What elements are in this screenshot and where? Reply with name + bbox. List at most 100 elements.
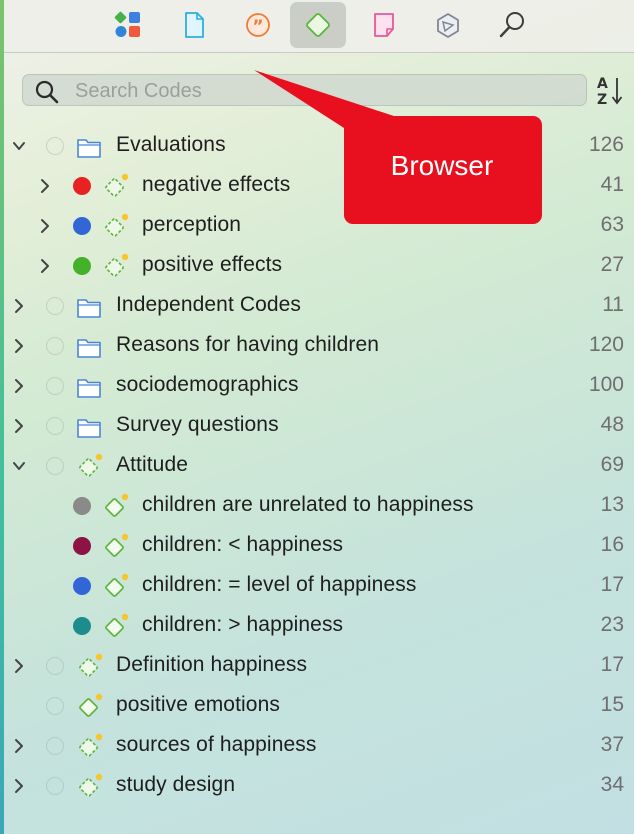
- color-dot: [46, 697, 64, 715]
- folder-icon: [77, 299, 101, 318]
- tree-row[interactable]: Independent Codes 11: [0, 286, 634, 326]
- tree-row-count: 17: [600, 573, 624, 596]
- folder-icon: [77, 419, 101, 438]
- color-dot: [46, 297, 64, 315]
- tree-row-label: Definition happiness: [116, 653, 308, 676]
- chevron-right-icon[interactable]: [38, 258, 52, 274]
- tree-row[interactable]: Evaluations 126: [0, 126, 634, 166]
- tree-row[interactable]: Definition happiness 17: [0, 646, 634, 686]
- tree-row-label: children are unrelated to happiness: [142, 493, 474, 516]
- chevron-right-icon[interactable]: [12, 418, 26, 434]
- tree-row[interactable]: children: = level of happiness 17: [0, 566, 634, 606]
- tree-row-count: 13: [600, 493, 624, 516]
- svg-text:Z: Z: [597, 92, 607, 107]
- chevron-right-icon[interactable]: [12, 778, 26, 794]
- color-dot: [46, 457, 64, 475]
- tree-row-label: positive emotions: [116, 693, 280, 716]
- tree-row-label: study design: [116, 773, 236, 796]
- tree-row[interactable]: children: > happiness 23: [0, 606, 634, 646]
- tree-row[interactable]: perception 63: [0, 206, 634, 246]
- tree-row-count: 41: [600, 173, 624, 196]
- window-edge: [0, 0, 4, 834]
- tree-row[interactable]: positive emotions 15: [0, 686, 634, 726]
- tree-row-count: 27: [600, 253, 624, 276]
- tree-row-count: 120: [588, 333, 624, 356]
- toolbar: ”: [4, 0, 634, 53]
- tree-row-count: 11: [602, 293, 624, 316]
- tree-row-count: 17: [600, 653, 624, 676]
- tree-row-count: 16: [600, 533, 624, 556]
- code-group-icon: [79, 653, 103, 677]
- quote-icon: ”: [246, 13, 270, 37]
- tree-row[interactable]: Survey questions 48: [0, 406, 634, 446]
- tree-row-label: negative effects: [142, 173, 291, 196]
- color-dot: [73, 497, 91, 515]
- tree-row[interactable]: sociodemographics 100: [0, 366, 634, 406]
- code-group-icon: [105, 253, 129, 277]
- sort-az-icon: A Z: [597, 76, 623, 108]
- chevron-right-icon[interactable]: [12, 738, 26, 754]
- chevron-right-icon[interactable]: [12, 298, 26, 314]
- chevron-right-icon[interactable]: [12, 338, 26, 354]
- tree-row-count: 100: [588, 373, 624, 396]
- chevron-right-icon[interactable]: [12, 658, 26, 674]
- networks-button[interactable]: [420, 2, 476, 48]
- memos-button[interactable]: [356, 2, 412, 48]
- color-dot: [46, 777, 64, 795]
- color-dot: [73, 537, 91, 555]
- color-dot: [46, 137, 64, 155]
- color-dot: [46, 337, 64, 355]
- chevron-down-icon[interactable]: [12, 458, 26, 474]
- chevron-right-icon[interactable]: [12, 378, 26, 394]
- apps-button[interactable]: [100, 2, 156, 48]
- color-dot: [73, 217, 91, 235]
- tree-row-count: 48: [600, 413, 624, 436]
- network-icon: [437, 13, 459, 38]
- chevron-down-icon[interactable]: [12, 138, 26, 154]
- code-group-icon: [105, 173, 129, 197]
- documents-button[interactable]: [166, 2, 222, 48]
- tree-row-label: Reasons for having children: [116, 333, 380, 356]
- tree-row-count: 23: [600, 613, 624, 636]
- search-button[interactable]: [484, 2, 540, 48]
- tree-row-label: Independent Codes: [116, 293, 302, 316]
- color-dot: [46, 377, 64, 395]
- tree-row-label: Survey questions: [116, 413, 279, 436]
- tree-row[interactable]: children: < happiness 16: [0, 526, 634, 566]
- quotations-button[interactable]: ”: [230, 2, 286, 48]
- color-dot: [46, 737, 64, 755]
- tree-row-count: 69: [600, 453, 624, 476]
- sort-button[interactable]: A Z: [596, 73, 626, 108]
- code-group-icon: [79, 453, 103, 477]
- code-group-icon: [79, 733, 103, 757]
- apps-icon: [114, 11, 140, 37]
- tree-row[interactable]: study design 34: [0, 766, 634, 806]
- chevron-right-icon[interactable]: [38, 178, 52, 194]
- tree-row-count: 37: [600, 733, 624, 756]
- tree-row[interactable]: sources of happiness 37: [0, 726, 634, 766]
- tree-row-label: sources of happiness: [116, 733, 317, 756]
- tree-row-label: children: > happiness: [142, 613, 344, 636]
- tree-row-label: positive effects: [142, 253, 283, 276]
- codes-button[interactable]: [290, 2, 346, 48]
- tree-row[interactable]: negative effects 41: [0, 166, 634, 206]
- tree-row[interactable]: positive effects 27: [0, 246, 634, 286]
- chevron-right-icon[interactable]: [38, 218, 52, 234]
- color-dot: [73, 617, 91, 635]
- tree-row-label: sociodemographics: [116, 373, 299, 396]
- code-icon: [105, 613, 129, 637]
- tree-row[interactable]: children are unrelated to happiness 13: [0, 486, 634, 526]
- tree-row-label: Evaluations: [116, 133, 226, 156]
- tree-row-label: perception: [142, 213, 242, 236]
- memo-icon: [374, 13, 394, 37]
- code-group-icon: [105, 213, 129, 237]
- tree-row[interactable]: Attitude 69: [0, 446, 634, 486]
- tree-row-count: 34: [600, 773, 624, 796]
- code-group-icon: [79, 773, 103, 797]
- tree-row-label: Attitude: [116, 453, 189, 476]
- code-icon: [105, 573, 129, 597]
- tree-row[interactable]: Reasons for having children 120: [0, 326, 634, 366]
- color-dot: [73, 177, 91, 195]
- folder-icon: [77, 139, 101, 158]
- folder-icon: [77, 339, 101, 358]
